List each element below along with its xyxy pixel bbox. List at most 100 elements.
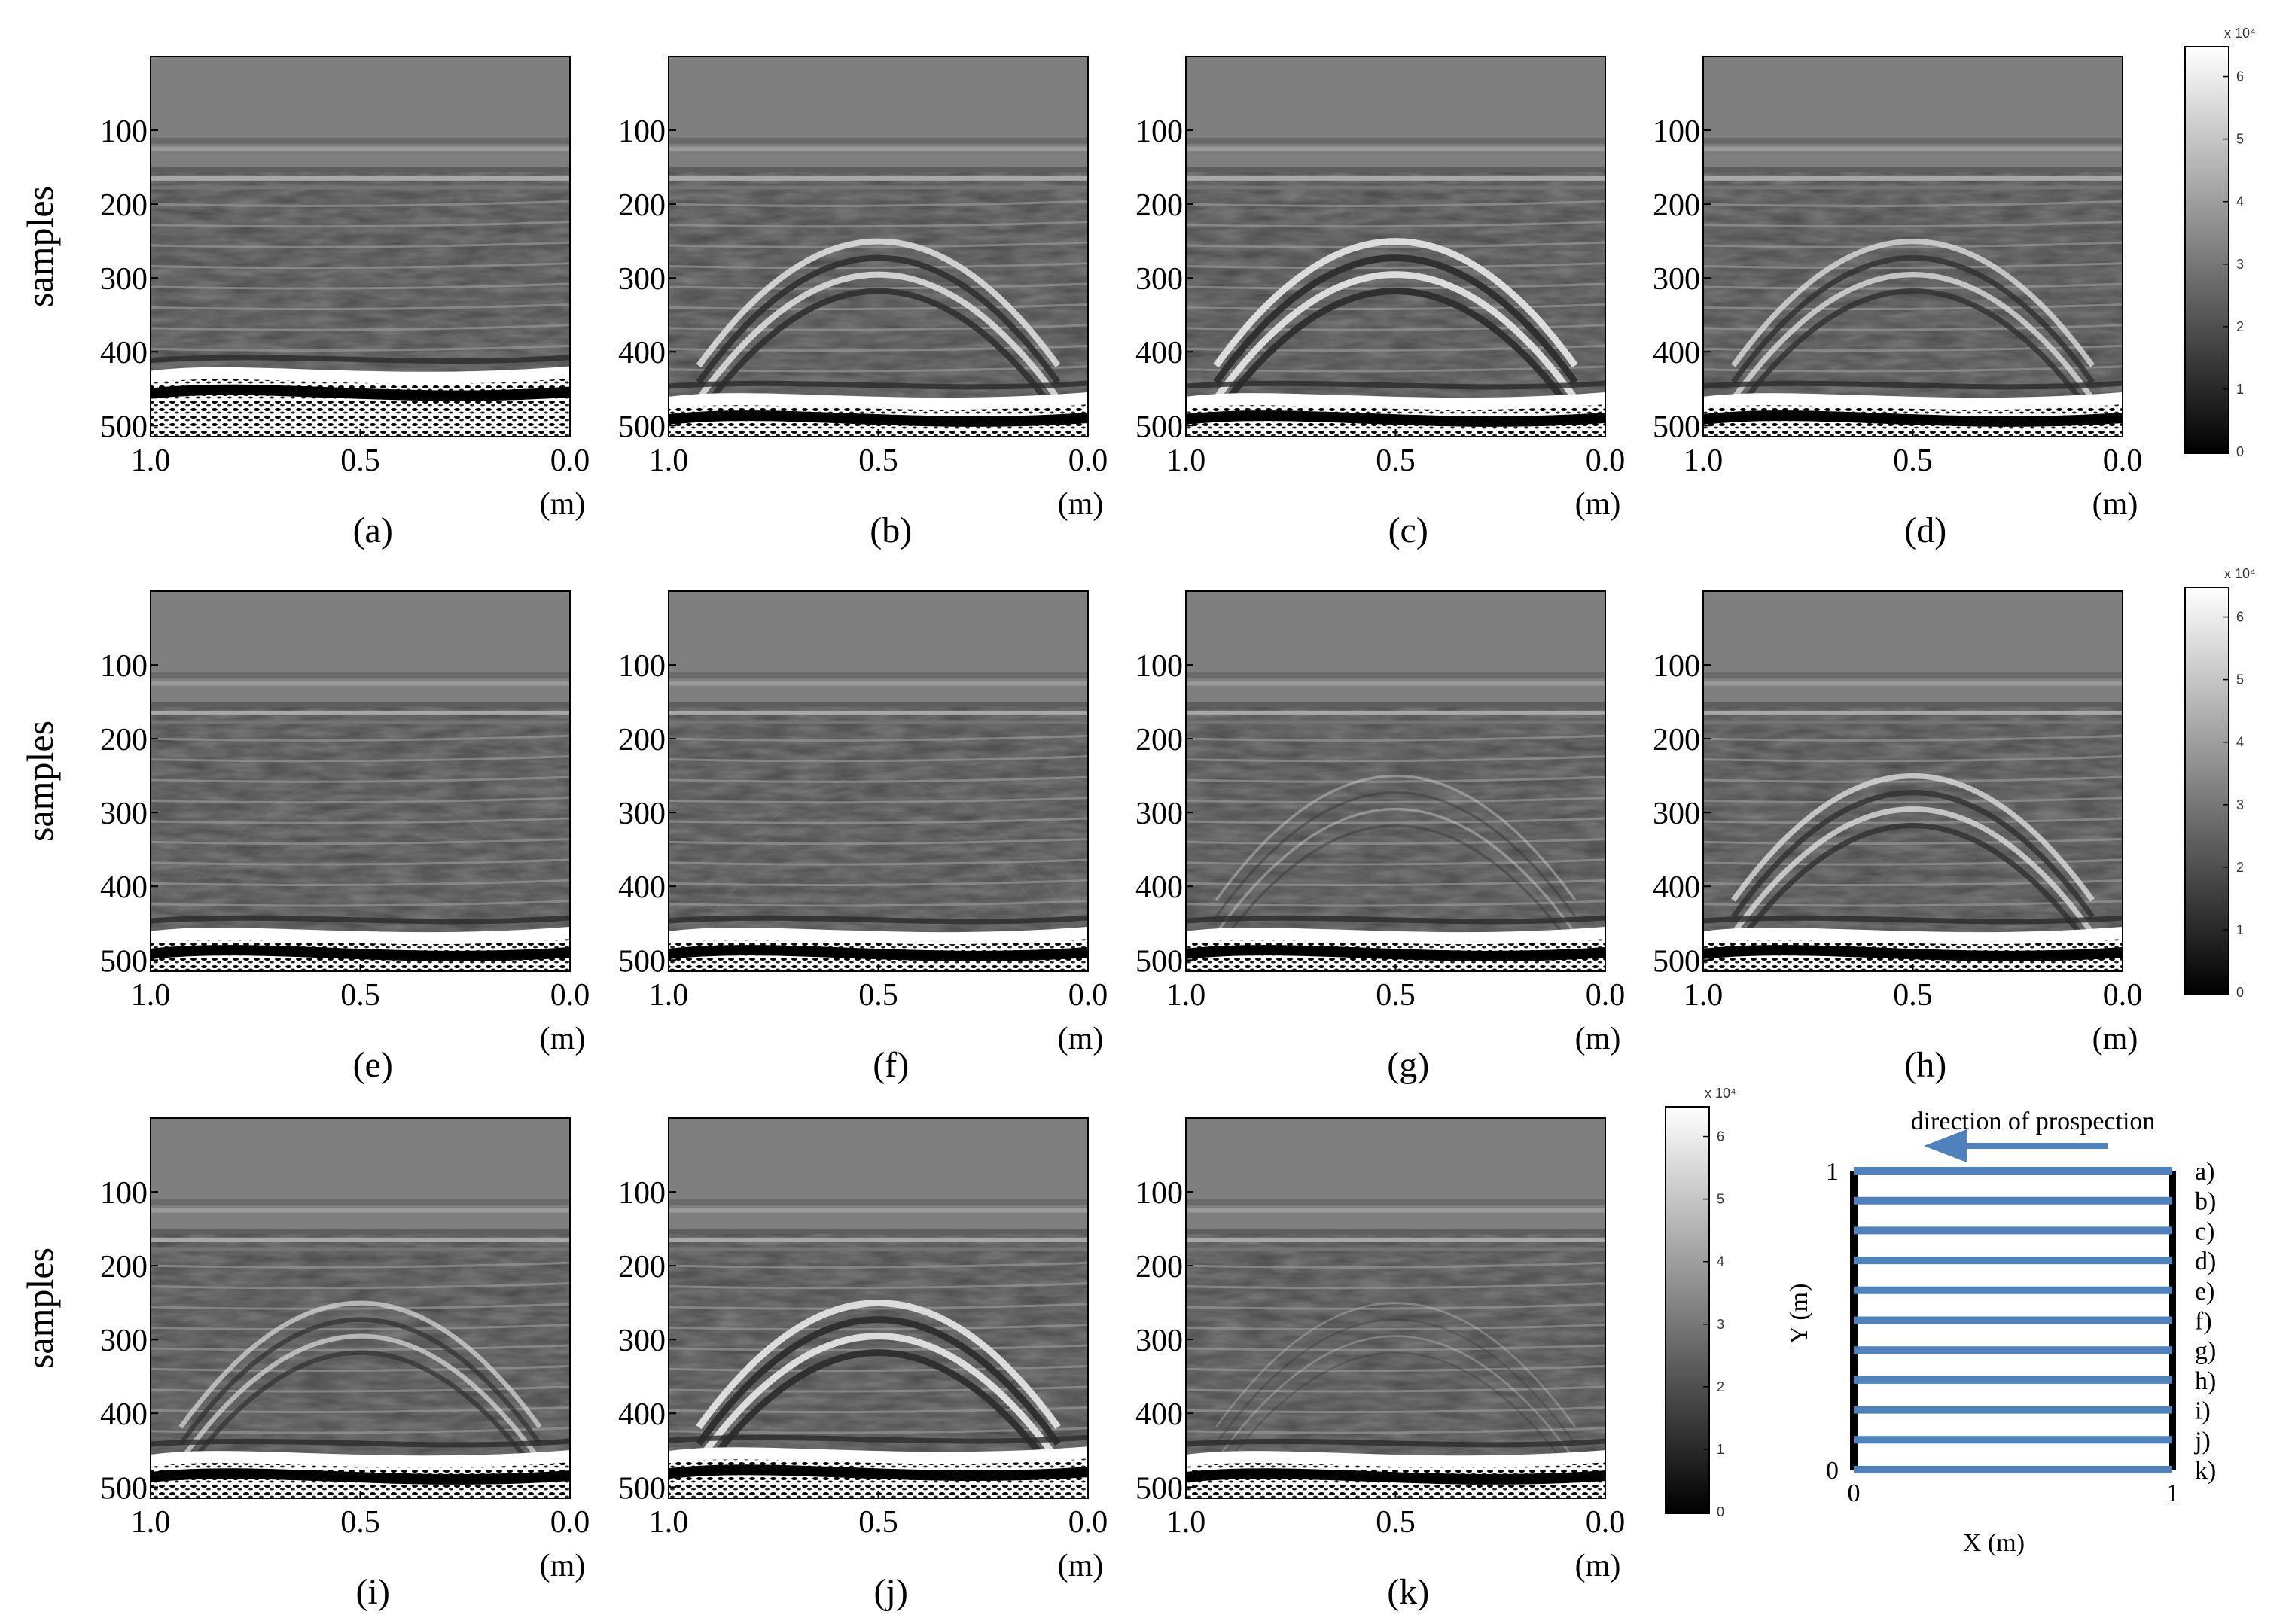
y-tick-label: 300 xyxy=(100,797,148,831)
x-tick-label: 0.0 xyxy=(550,443,590,478)
colorbar-tick: 2 xyxy=(2236,319,2244,334)
colorbar-tick: 4 xyxy=(2236,194,2244,209)
map-y-tick: 0 xyxy=(1826,1457,1839,1485)
y-tick-label: 500 xyxy=(618,1471,666,1506)
y-tick-label: 200 xyxy=(100,188,148,223)
y-tick-label: 400 xyxy=(618,336,666,370)
y-tick-label: 200 xyxy=(618,723,666,757)
radargram-image xyxy=(151,1118,570,1498)
x-tick-label: 1.0 xyxy=(131,978,171,1013)
y-tick-label: 200 xyxy=(1135,188,1183,223)
y-tick-label: 400 xyxy=(1135,1397,1183,1432)
profile-label: b) xyxy=(2195,1188,2216,1216)
x-tick-label: 0.0 xyxy=(1068,443,1108,478)
y-axis-label: samples xyxy=(19,721,61,842)
map-y-tick: 1 xyxy=(1826,1158,1839,1186)
x-unit-label: (m) xyxy=(1058,1549,1104,1583)
x-tick-label: 0.5 xyxy=(1376,443,1416,478)
colorbar-tick: 0 xyxy=(2236,985,2244,1000)
y-tick-label: 400 xyxy=(1653,870,1700,905)
y-tick-label: 200 xyxy=(1653,188,1700,223)
y-tick-label: 100 xyxy=(618,114,666,149)
x-unit-label: (m) xyxy=(1575,487,1621,522)
x-tick-label: 0.0 xyxy=(1586,443,1626,478)
y-tick-label: 400 xyxy=(100,336,148,370)
colorbar-multiplier: x 10⁴ xyxy=(2224,26,2256,41)
x-tick-label: 0.0 xyxy=(550,978,590,1013)
y-tick-label: 400 xyxy=(1653,336,1700,370)
x-tick-label: 1.0 xyxy=(1684,443,1724,478)
colorbar-multiplier: x 10⁴ xyxy=(2224,566,2256,581)
x-tick-label: 1.0 xyxy=(649,1505,689,1540)
x-tick-label: 1.0 xyxy=(1166,1505,1206,1540)
y-tick-label: 300 xyxy=(100,262,148,297)
colorbar-tick: 3 xyxy=(1717,1317,1724,1332)
y-tick-label: 300 xyxy=(1135,262,1183,297)
y-tick-label: 300 xyxy=(618,1324,666,1358)
profile-label: f) xyxy=(2195,1308,2212,1336)
y-axis-label: samples xyxy=(19,186,61,307)
colorbar-tick: 6 xyxy=(1717,1129,1724,1144)
colorbar: x 10⁴ 0 1 2 3 4 5 6 xyxy=(2184,26,2256,459)
x-unit-label: (m) xyxy=(1058,1022,1104,1056)
radargram-image xyxy=(1703,56,2123,437)
x-tick-label: 0.0 xyxy=(2103,978,2143,1013)
y-tick-label: 100 xyxy=(618,649,666,684)
y-tick-label: 300 xyxy=(618,262,666,297)
y-tick-label: 400 xyxy=(1135,336,1183,370)
x-tick-label: 0.0 xyxy=(1068,1505,1108,1540)
y-tick-label: 100 xyxy=(1653,649,1700,684)
arrow-head-icon xyxy=(1924,1129,1967,1162)
y-tick-label: 500 xyxy=(1653,944,1700,979)
y-tick-label: 500 xyxy=(1135,410,1183,444)
x-tick-label: 1.0 xyxy=(131,443,171,478)
y-tick-label: 200 xyxy=(100,723,148,757)
y-tick-label: 100 xyxy=(1135,1176,1183,1211)
x-tick-label: 0.5 xyxy=(1376,1505,1416,1540)
colorbar: x 10⁴ 0 1 2 3 4 5 6 xyxy=(2184,566,2256,1000)
x-unit-label: (m) xyxy=(1575,1549,1621,1583)
profile-label: i) xyxy=(2195,1397,2211,1425)
colorbar-tick: 5 xyxy=(2236,672,2244,687)
panel-caption: (f) xyxy=(873,1045,909,1085)
colorbar-tick: 1 xyxy=(2236,922,2244,937)
colorbar: x 10⁴ 0 1 2 3 4 5 6 xyxy=(1665,1086,1736,1519)
x-tick-label: 0.0 xyxy=(2103,443,2143,478)
y-tick-label: 300 xyxy=(1135,797,1183,831)
colorbar-tick: 0 xyxy=(1717,1504,1724,1519)
panel-caption: (a) xyxy=(353,510,393,550)
colorbar-tick: 0 xyxy=(2236,444,2244,459)
x-unit-label: (m) xyxy=(2092,1022,2138,1056)
y-tick-label: 100 xyxy=(1135,114,1183,149)
x-tick-label: 0.5 xyxy=(340,443,380,478)
x-tick-label: 0.5 xyxy=(1893,978,1933,1013)
y-tick-label: 400 xyxy=(618,870,666,905)
x-tick-label: 1.0 xyxy=(1166,443,1206,478)
y-tick-label: 200 xyxy=(618,1250,666,1284)
panel-caption: (d) xyxy=(1904,510,1946,550)
y-tick-label: 400 xyxy=(100,1397,148,1432)
x-unit-label: (m) xyxy=(540,487,586,522)
x-unit-label: (m) xyxy=(2092,487,2138,522)
y-tick-label: 300 xyxy=(1653,797,1700,831)
map-title: direction of prospection xyxy=(1911,1108,2156,1135)
x-tick-label: 0.5 xyxy=(340,978,380,1013)
y-tick-label: 500 xyxy=(618,944,666,979)
colorbar-tick: 4 xyxy=(1717,1254,1724,1269)
x-unit-label: (m) xyxy=(1058,487,1104,522)
profile-label: c) xyxy=(2195,1217,2214,1245)
y-tick-label: 300 xyxy=(1135,1324,1183,1358)
y-tick-label: 100 xyxy=(1135,649,1183,684)
panel-caption: (h) xyxy=(1904,1045,1946,1085)
profile-label: a) xyxy=(2195,1158,2214,1186)
x-tick-label: 0.5 xyxy=(858,443,898,478)
radargram-image xyxy=(669,1118,1088,1498)
